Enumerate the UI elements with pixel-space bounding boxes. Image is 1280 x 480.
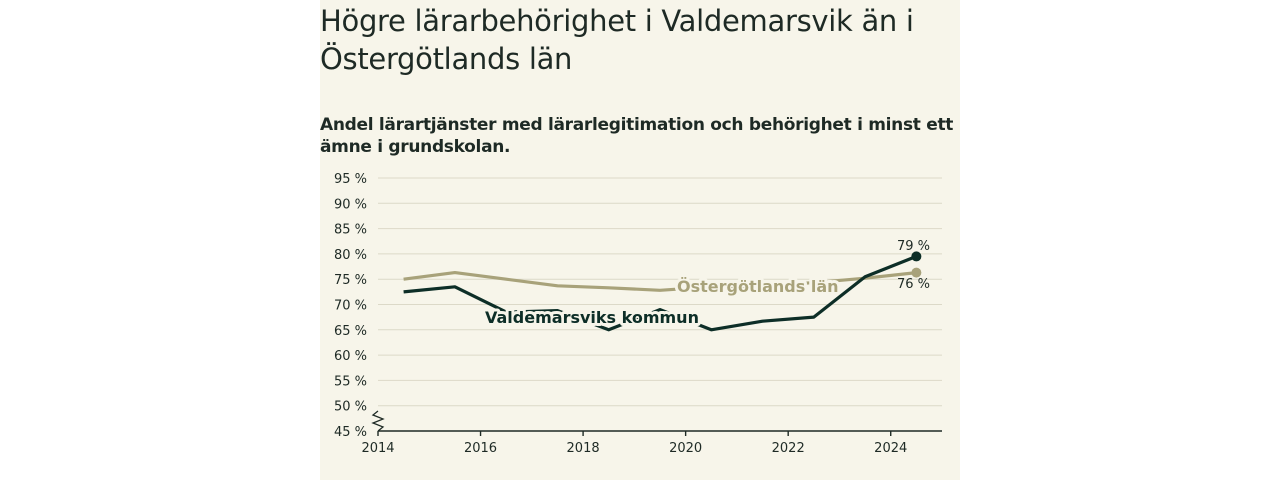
series-label-kommun-halo: Valdemarsviks kommun <box>485 308 699 327</box>
y-tick-label: 75 % <box>334 273 367 288</box>
y-tick-label: 60 % <box>334 349 367 364</box>
y-tick-label: 50 % <box>334 400 367 415</box>
x-tick-label: 2022 <box>772 441 805 456</box>
end-label-lan: 76 % <box>897 277 930 292</box>
y-tick-label: 55 % <box>334 374 367 389</box>
x-tick-label: 2018 <box>567 441 600 456</box>
series-label-lan-halo: Östergötlands län <box>677 277 839 296</box>
axis-break-icon <box>371 410 385 432</box>
chart-subtitle: Andel lärartjänster med lärarlegitimatio… <box>320 115 954 157</box>
end-label-kommun: 79 % <box>897 239 930 254</box>
series-label-lan: Östergötlands län <box>677 277 839 296</box>
end-point-kommun <box>911 251 922 262</box>
x-tick-label: 2020 <box>669 441 702 456</box>
y-tick-label: 45 % <box>334 425 367 440</box>
y-tick-label: 70 % <box>334 299 367 314</box>
y-tick-label: 90 % <box>334 197 367 212</box>
chart-card: Högre lärarbehörighet i Valdemarsvik än … <box>320 0 960 480</box>
x-tick-label: 2014 <box>361 441 394 456</box>
y-tick-label: 85 % <box>334 223 367 238</box>
end-point-lan <box>911 267 922 278</box>
x-tick-label: 2024 <box>874 441 907 456</box>
y-tick-label: 65 % <box>334 324 367 339</box>
x-tick-label: 2016 <box>464 441 497 456</box>
series-label-kommun: Valdemarsviks kommun <box>485 308 699 327</box>
series-line-kommun <box>403 254 917 332</box>
y-tick-label: 80 % <box>334 248 367 263</box>
line-chart: 45 % 50 % 55 % 60 % 65 % 70 % 75 % 80 % 85 % 90 %… <box>334 172 942 456</box>
y-tick-label: 95 % <box>334 172 367 187</box>
chart-title: Högre lärarbehörighet i Valdemarsvik än … <box>320 4 914 76</box>
series-line-lan <box>403 271 917 292</box>
